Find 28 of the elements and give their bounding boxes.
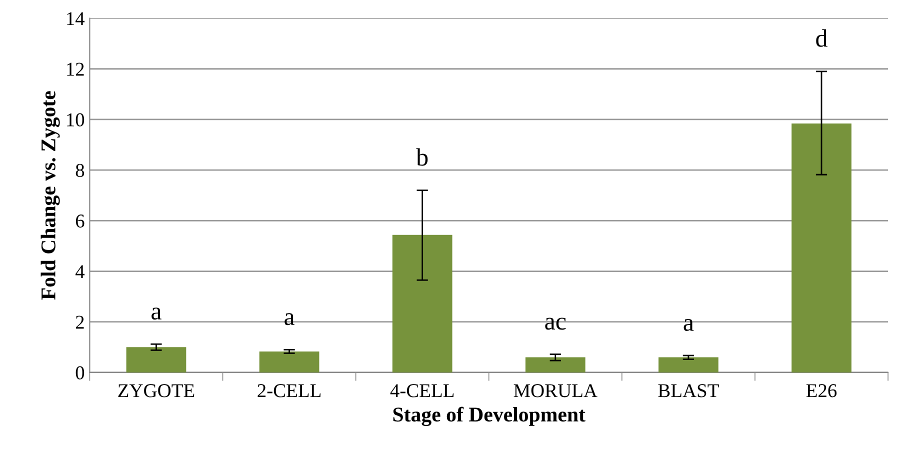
y-tick-label: 8 xyxy=(76,164,84,178)
x-tick-label: 2-CELL xyxy=(258,384,321,398)
x-axis-title: Stage of Development xyxy=(393,406,586,426)
bar xyxy=(392,234,452,372)
x-tick-label: BLAST xyxy=(658,384,719,398)
annotation: d xyxy=(816,29,828,47)
y-tick-label: 0 xyxy=(76,366,84,380)
y-tick-label: 10 xyxy=(67,113,84,126)
x-tick-label: E26 xyxy=(806,384,837,398)
bar xyxy=(259,351,320,372)
annotation: a xyxy=(684,319,694,331)
x-tick-label: ZYGOTE xyxy=(118,384,194,398)
x-tick-label: 4-CELL xyxy=(390,384,454,398)
y-tick-label: 4 xyxy=(75,265,85,278)
x-tick-label: MORULA xyxy=(514,384,598,398)
annotation: a xyxy=(284,313,294,326)
annotation: b xyxy=(416,148,428,166)
bar xyxy=(126,347,186,372)
annotation: ac xyxy=(545,318,566,330)
y-axis-title: Fold Change vs. Zygote xyxy=(40,91,60,300)
bar xyxy=(658,357,718,372)
y-tick-label: 12 xyxy=(67,62,84,76)
bar xyxy=(525,357,586,372)
y-tick-label: 14 xyxy=(67,12,85,26)
bar xyxy=(792,124,852,372)
y-tick-label: 2 xyxy=(76,316,84,329)
annotation: a xyxy=(152,308,162,320)
y-tick-label: 6 xyxy=(76,214,84,228)
